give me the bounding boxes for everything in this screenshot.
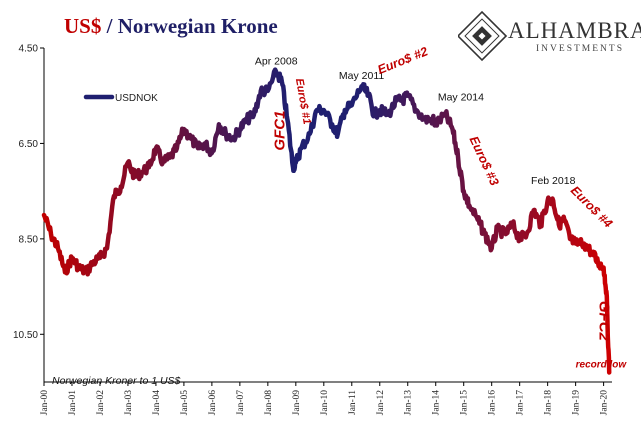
y-tick-label: 10.50	[13, 330, 38, 341]
legend: USDNOK	[83, 93, 158, 104]
logo-name: ALHAMBRA	[508, 18, 641, 43]
x-tick-label: Jan-03	[124, 390, 134, 416]
annotation-event: record low	[576, 360, 628, 371]
x-tick-label: Jan-18	[544, 390, 554, 416]
annotation-event: Euro$ #4	[568, 183, 615, 230]
x-tick-label: Jan-15	[460, 390, 470, 416]
annotation-date: May 2011	[339, 70, 384, 82]
alhambra-diamond-logo-icon	[458, 10, 508, 62]
x-tick-label: Jan-09	[292, 390, 302, 416]
y-tick-label: 4.50	[19, 44, 39, 55]
annotations: Apr 2008 May 2011 May 2014 Feb 2018 Euro$ #1…	[255, 44, 627, 370]
x-tick-label: Jan-00	[40, 390, 50, 416]
x-tick-label: Jan-20	[600, 390, 610, 416]
y-axis-ticks: 4.50 6.50 8.50 10.50	[13, 44, 44, 341]
x-tick-label: Jan-11	[348, 390, 358, 415]
x-tick-label: Jan-06	[208, 390, 218, 416]
x-tick-label: Jan-12	[376, 390, 386, 416]
x-tick-label: Jan-02	[96, 390, 106, 416]
x-tick-label: Jan-16	[488, 390, 498, 416]
series-line-usdnok	[41, 67, 612, 375]
x-tick-label: Jan-01	[68, 390, 78, 416]
y-tick-label: 6.50	[19, 139, 39, 150]
chart-title: US$ / Norwegian Krone	[64, 14, 278, 39]
title-separator: /	[101, 14, 118, 38]
y-tick-label: 8.50	[19, 234, 39, 245]
annotation-event: GFC2	[595, 301, 612, 342]
x-tick-label: Jan-08	[264, 390, 274, 416]
x-tick-label: Jan-04	[152, 390, 162, 416]
x-tick-label: Jan-13	[404, 390, 414, 416]
x-tick-label: Jan-14	[432, 390, 442, 416]
title-part1: US$	[64, 14, 102, 38]
title-part2: Norwegian Krone	[117, 14, 278, 38]
annotation-event: Euro$ #3	[467, 134, 502, 188]
logo-sub: INVESTMENTS	[536, 44, 624, 54]
annotation-date: May 2014	[438, 91, 484, 103]
annotation-event: Euro$ #1	[293, 77, 313, 125]
annotation-date: Feb 2018	[531, 175, 576, 187]
x-tick-label: Jan-05	[180, 390, 190, 416]
x-tick-label: Jan-10	[320, 390, 330, 416]
annotation-event: GFC1	[272, 111, 289, 151]
x-tick-label: Jan-07	[236, 390, 246, 416]
annotation-date: Apr 2008	[255, 56, 298, 68]
x-axis-ticks: Jan-00 Jan-01 Jan-02 Jan-03 Jan-04 Jan-05 Jan-…	[40, 382, 610, 415]
legend-label-usdnok: USDNOK	[115, 93, 158, 104]
unit-note: Norwegian Kroner to 1 US$	[52, 375, 181, 387]
annotation-event: Euro$ #2	[376, 44, 430, 77]
x-tick-label: Jan-19	[572, 390, 582, 416]
x-tick-label: Jan-17	[516, 390, 526, 416]
